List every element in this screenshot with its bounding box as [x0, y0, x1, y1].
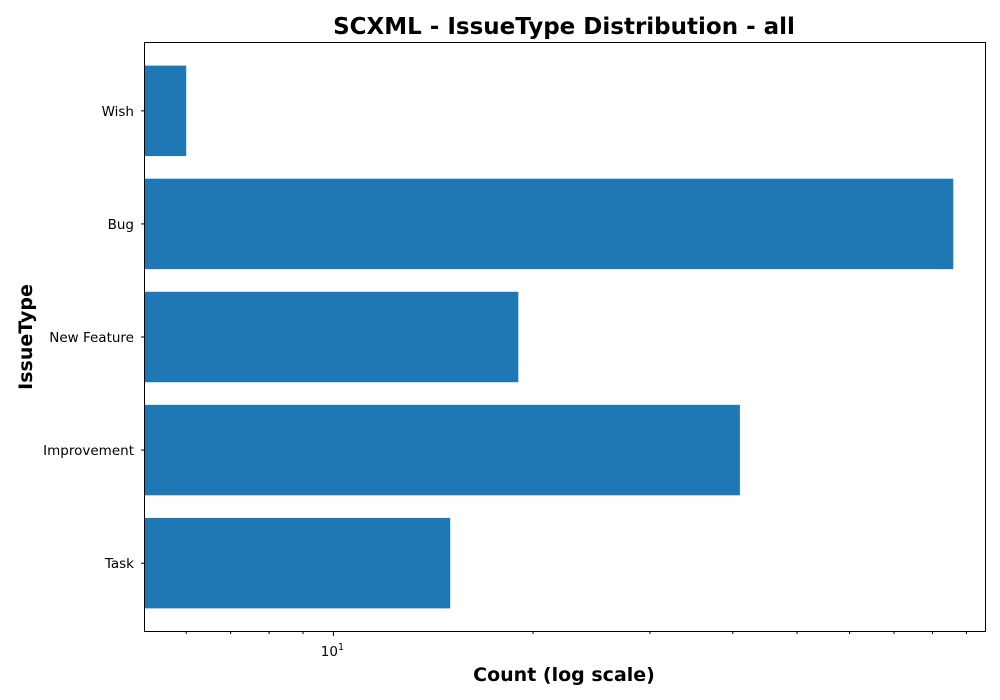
bar-task [145, 517, 451, 609]
x-tick-label: 101 [321, 642, 344, 660]
x-tick-label-exponent: 1 [338, 642, 344, 653]
bar-new-feature [145, 291, 519, 383]
chart-title: SCXML - IssueType Distribution - all [333, 14, 795, 40]
bars-group [145, 65, 954, 609]
y-axis-ticks: Task Improvement New Feature Bug Wish [43, 104, 145, 572]
bar-improvement [145, 404, 740, 496]
x-axis-label: Count (log scale) [473, 664, 655, 686]
plot-frame [144, 42, 986, 632]
bar-wish [145, 65, 187, 157]
y-tick-label-new-feature: New Feature [49, 330, 134, 346]
y-axis-label: IssueType [15, 284, 37, 390]
bar-bug [145, 178, 954, 270]
y-tick-label-improvement: Improvement [43, 443, 134, 459]
y-tick-label-wish: Wish [102, 104, 134, 120]
y-tick-label-bug: Bug [108, 217, 134, 233]
y-tick-label-task: Task [104, 556, 134, 572]
x-axis-ticks: 101 [185, 631, 967, 660]
